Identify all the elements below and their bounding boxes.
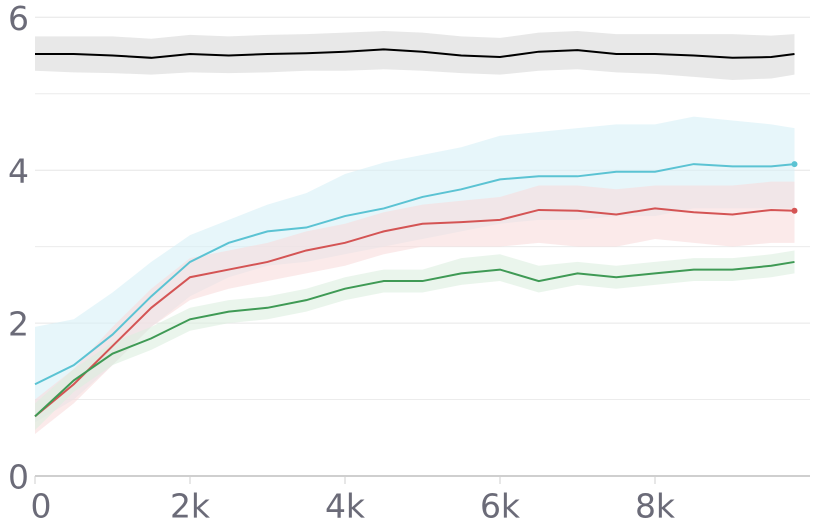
line <box>34 207 795 418</box>
line <box>34 163 795 386</box>
x-tick-label: 4k <box>325 487 366 526</box>
end-marker <box>791 207 798 214</box>
line <box>34 260 795 418</box>
x-tick-label: 6k <box>480 487 521 526</box>
band <box>35 250 795 431</box>
line <box>35 48 795 59</box>
x-tick-label: 0 <box>31 487 52 526</box>
y-tick-label: 2 <box>8 305 29 344</box>
y-tick-label: 6 <box>8 0 29 38</box>
end-marker <box>791 161 798 168</box>
x-tick-label: 2k <box>170 487 211 526</box>
y-tick-label: 4 <box>8 152 29 191</box>
x-tick-label: 8k <box>635 487 676 526</box>
band <box>35 31 795 80</box>
band <box>35 181 795 434</box>
y-tick-label: 0 <box>8 458 29 497</box>
